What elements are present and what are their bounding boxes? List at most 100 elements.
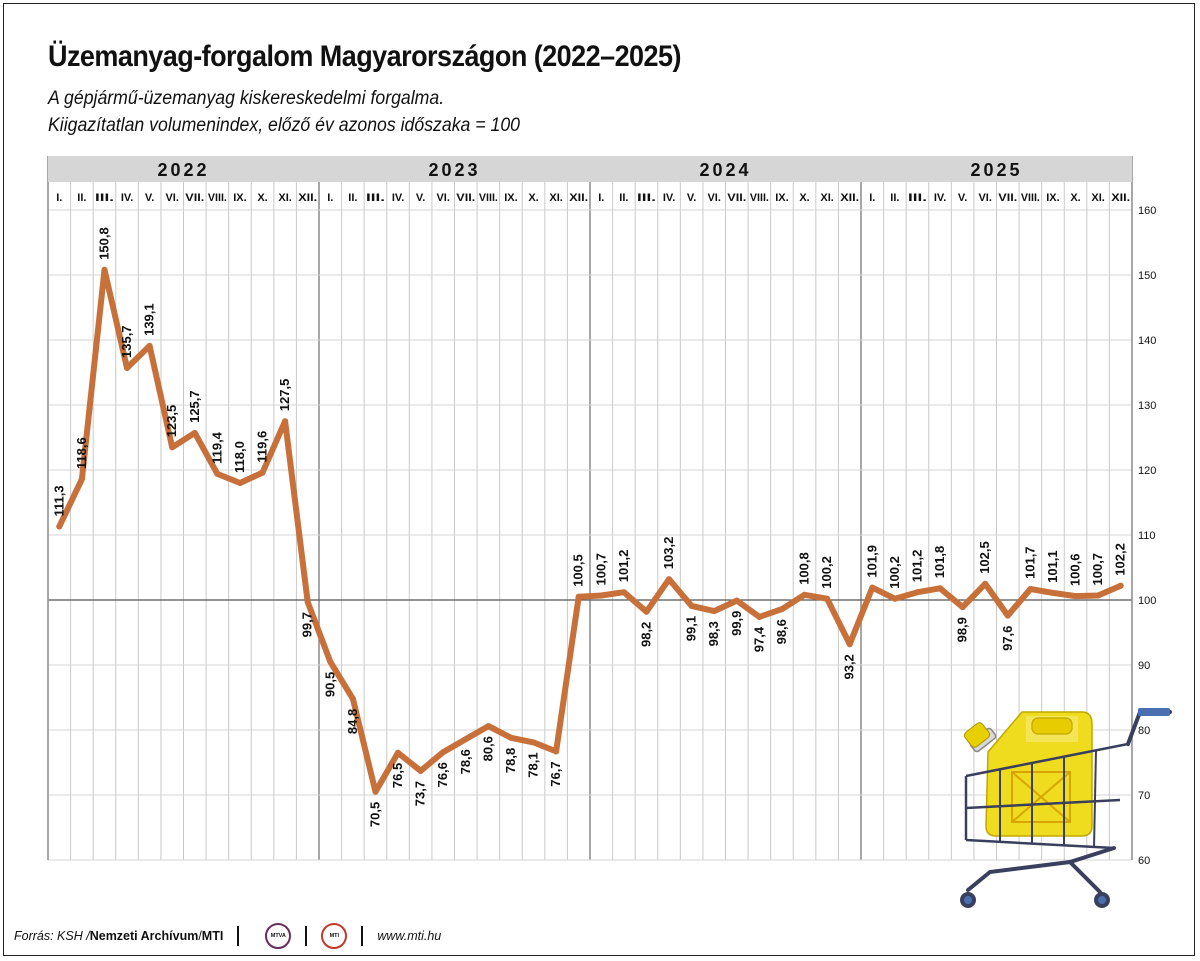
data-point bbox=[327, 658, 334, 665]
data-label: 84,8 bbox=[345, 709, 360, 734]
data-point bbox=[191, 429, 198, 436]
data-label: 101,8 bbox=[932, 546, 947, 579]
data-label: 99,9 bbox=[729, 611, 744, 636]
data-point bbox=[372, 788, 379, 795]
data-label: 99,1 bbox=[684, 616, 699, 641]
month-label: VII. bbox=[998, 192, 1017, 204]
data-label: 97,4 bbox=[751, 626, 766, 652]
data-point bbox=[801, 591, 808, 598]
data-label: 127,5 bbox=[277, 379, 292, 412]
data-point bbox=[485, 723, 492, 730]
data-point bbox=[891, 595, 898, 602]
data-label: 98,9 bbox=[955, 617, 970, 642]
month-label: VII. bbox=[727, 192, 746, 204]
month-label: IX. bbox=[775, 192, 788, 204]
data-point bbox=[101, 266, 108, 273]
month-label: VII. bbox=[456, 192, 475, 204]
mti-logo-icon: MTI bbox=[321, 923, 348, 949]
data-point bbox=[937, 585, 944, 592]
data-label: 78,1 bbox=[526, 752, 541, 777]
data-label: 125,7 bbox=[187, 390, 202, 423]
data-point bbox=[620, 589, 627, 596]
data-label: 101,2 bbox=[616, 550, 631, 583]
data-point bbox=[1004, 612, 1011, 619]
month-label: I. bbox=[869, 192, 875, 204]
data-label: 119,6 bbox=[255, 431, 270, 463]
data-point bbox=[304, 598, 311, 605]
month-label: II. bbox=[348, 192, 357, 204]
data-label: 139,1 bbox=[142, 303, 157, 336]
footer-separator bbox=[305, 926, 308, 946]
data-point bbox=[688, 602, 695, 609]
data-label: 80,6 bbox=[480, 736, 495, 761]
data-point bbox=[778, 606, 785, 613]
month-label: VIII. bbox=[1021, 192, 1040, 204]
footer-separator bbox=[361, 926, 364, 946]
month-label: IV. bbox=[663, 192, 675, 204]
data-point bbox=[236, 480, 243, 486]
series-line bbox=[56, 266, 1124, 795]
month-label: XI. bbox=[549, 192, 562, 204]
y-tick-label: 80 bbox=[1138, 725, 1150, 737]
footer-url[interactable]: www.mti.hu bbox=[377, 929, 442, 943]
data-point bbox=[643, 608, 650, 615]
month-label: VIII. bbox=[750, 192, 769, 204]
data-point bbox=[733, 597, 740, 604]
data-label: 78,6 bbox=[458, 749, 473, 774]
data-point bbox=[846, 641, 853, 648]
data-point bbox=[1049, 589, 1056, 596]
source-slash: / bbox=[198, 929, 202, 943]
data-point bbox=[598, 592, 605, 599]
data-label: 100,6 bbox=[1068, 554, 1083, 587]
data-point bbox=[1072, 593, 1079, 600]
grid-lines bbox=[47, 156, 1133, 861]
month-label: VI. bbox=[436, 192, 449, 204]
data-label: 100,7 bbox=[593, 553, 608, 586]
data-point bbox=[824, 595, 831, 602]
chart-subtitle-line2: Kiigazítatlan volumenindex, előző év azo… bbox=[48, 115, 521, 136]
data-point bbox=[440, 749, 447, 756]
month-label: XI. bbox=[278, 192, 291, 204]
data-point bbox=[56, 523, 63, 530]
data-point bbox=[124, 364, 131, 371]
data-point bbox=[666, 576, 673, 583]
data-point bbox=[553, 748, 560, 755]
y-tick-label: 100 bbox=[1138, 595, 1156, 607]
data-label: 101,7 bbox=[1022, 546, 1037, 579]
month-label: VI. bbox=[707, 192, 720, 204]
data-label: 90,5 bbox=[322, 672, 337, 697]
month-label: X. bbox=[1070, 192, 1080, 204]
chart-subtitle-line1: A gépjármű-üzemanyag kiskereskedelmi for… bbox=[48, 88, 445, 109]
footer-separator bbox=[237, 926, 240, 946]
data-label: 101,2 bbox=[910, 550, 925, 583]
data-label: 119,4 bbox=[209, 431, 224, 464]
month-label: VI. bbox=[978, 192, 991, 204]
data-point bbox=[711, 608, 718, 615]
month-label: IX. bbox=[504, 192, 517, 204]
data-point bbox=[78, 476, 85, 483]
y-axis: 60 70 80 90 100 110 120 130 140 150 160 bbox=[1138, 205, 1156, 867]
month-label: XII. bbox=[840, 192, 859, 204]
month-label: VIII. bbox=[479, 192, 498, 204]
data-point bbox=[417, 767, 424, 774]
data-label: 118,0 bbox=[232, 441, 247, 473]
data-point bbox=[530, 739, 537, 746]
data-label: 150,8 bbox=[97, 227, 112, 260]
series-line-layer bbox=[56, 266, 1124, 795]
data-label: 98,6 bbox=[774, 619, 789, 644]
data-label: 100,5 bbox=[571, 554, 586, 587]
data-point bbox=[259, 469, 266, 476]
y-tick-label: 150 bbox=[1138, 270, 1156, 282]
month-label: III. bbox=[908, 192, 927, 204]
month-label: XII. bbox=[569, 192, 588, 204]
month-label: IX. bbox=[1046, 192, 1059, 204]
month-label: III. bbox=[95, 192, 114, 204]
data-point bbox=[169, 444, 176, 451]
data-label: 100,8 bbox=[797, 552, 812, 585]
data-label: 101,1 bbox=[1045, 550, 1060, 583]
data-label: 102,2 bbox=[1113, 543, 1128, 576]
month-label: XI. bbox=[820, 192, 833, 204]
month-label: XII. bbox=[298, 192, 317, 204]
data-point bbox=[869, 584, 876, 591]
